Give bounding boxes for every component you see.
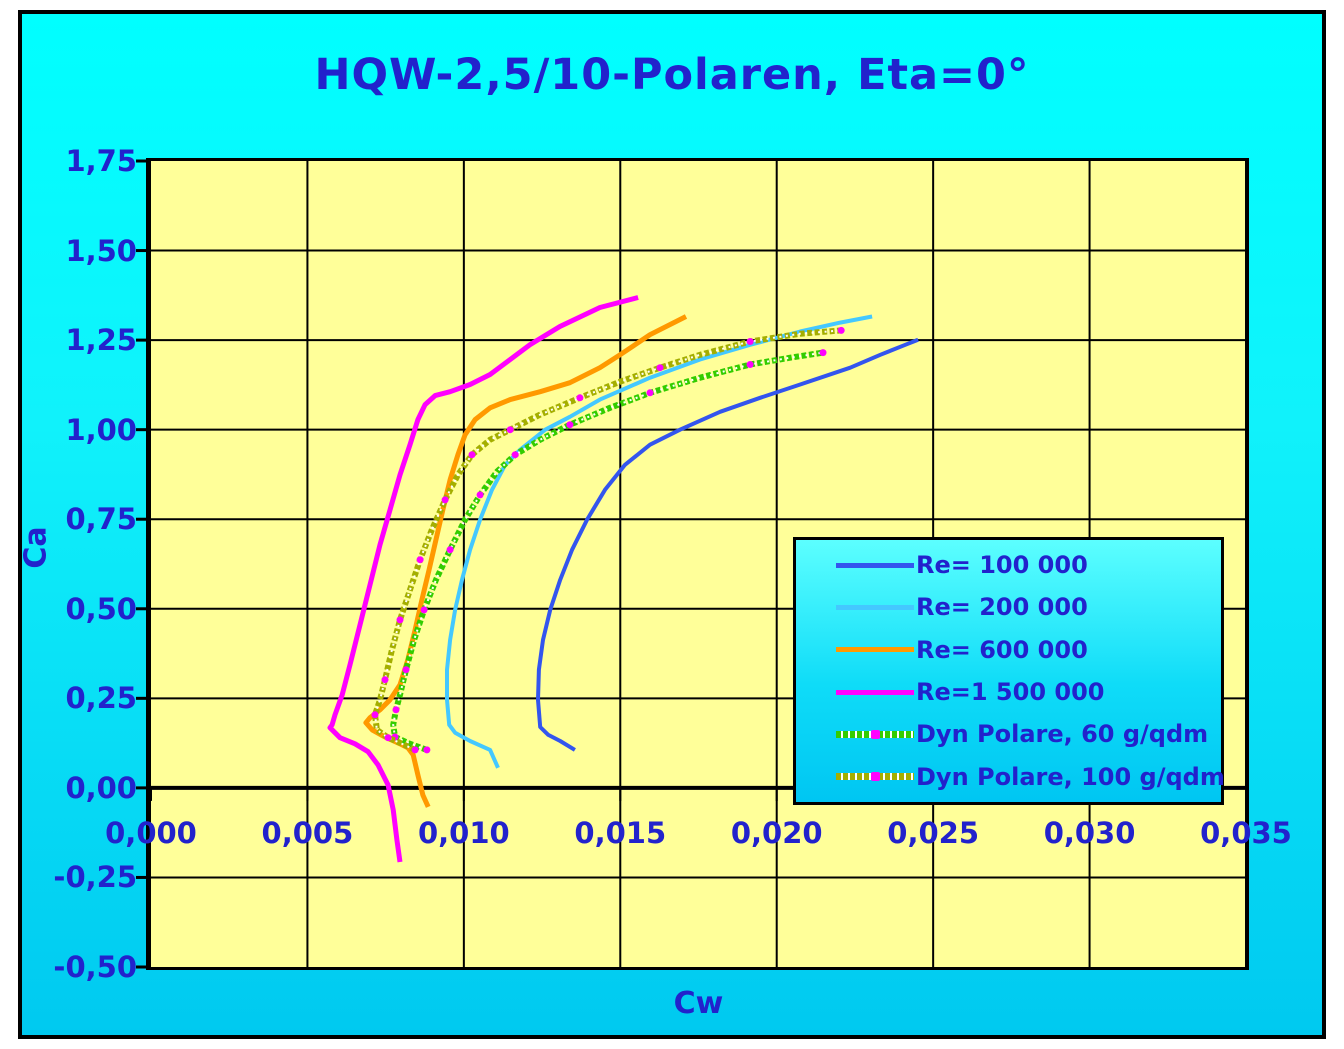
legend: Re= 100 000 Re= 200 000 Re= 600 000 Re=1 50… bbox=[793, 537, 1225, 805]
y-tick-label: 1,50 bbox=[65, 233, 137, 268]
legend-label: Re= 200 000 bbox=[916, 593, 1088, 622]
plot-layer bbox=[136, 159, 1247, 969]
series-line-re-1-500-000 bbox=[327, 295, 639, 863]
y-tick-label: -0,50 bbox=[53, 950, 137, 984]
legend-label: Re=1 500 000 bbox=[916, 678, 1105, 707]
legend-item: Dyn Polare, 60 g/qdm bbox=[796, 714, 1221, 754]
y-tick-label: -0,25 bbox=[53, 860, 137, 895]
series-line-dyn-polare-60-g-qdm-marker bbox=[423, 746, 431, 754]
series-line-dyn-polare-100-g-qdm-marker bbox=[384, 734, 392, 742]
y-tick-label: 0,25 bbox=[65, 681, 137, 716]
legend-item: Re= 100 000 bbox=[796, 545, 1221, 585]
legend-line bbox=[836, 689, 914, 695]
legend-swatch bbox=[836, 562, 914, 568]
x-tick-label: 0,025 bbox=[887, 815, 979, 850]
x-tick-label: 0,035 bbox=[1200, 815, 1292, 850]
series-line-dyn-polare-60-g-qdm-marker bbox=[746, 361, 754, 368]
y-tick-label: 1,75 bbox=[65, 144, 137, 178]
series-line-dyn-polare-100-g-qdm-marker bbox=[746, 338, 754, 345]
legend-label: Re= 600 000 bbox=[916, 635, 1088, 664]
y-tick-label: 0,75 bbox=[65, 502, 137, 537]
x-tick-label: 0,000 bbox=[105, 815, 197, 850]
series-line-dyn-polare-60-g-qdm-marker bbox=[392, 706, 400, 714]
series-line-dyn-polare-60-g-qdm-marker bbox=[402, 666, 410, 674]
series-line-dyn-polare-100-g-qdm-marker bbox=[468, 451, 476, 459]
legend-item: Dyn Polare, 100 g/qdm bbox=[796, 757, 1225, 797]
series-line-dyn-polare-100-g-qdm-marker bbox=[576, 394, 584, 402]
chart-canvas: HQW-2,5/10-Polaren, Eta=0° 1,75 1,50 1,25 1… bbox=[18, 10, 1326, 1039]
series-line-dyn-polare-60-g-qdm-marker bbox=[511, 451, 519, 459]
legend-line bbox=[836, 604, 914, 610]
legend-swatch bbox=[836, 647, 914, 653]
chart-title: HQW-2,5/10-Polaren, Eta=0° bbox=[314, 50, 1030, 100]
series-line-dyn-polare-60-g-qdm-marker bbox=[566, 421, 574, 429]
series-line-dyn-polare-60-g-qdm-marker bbox=[819, 349, 827, 357]
x-tick-label: 0,020 bbox=[730, 815, 823, 850]
series-line-dyn-polare-60-g-qdm-dots bbox=[392, 351, 824, 751]
legend-line bbox=[836, 647, 914, 653]
y-axis-title: Ca bbox=[18, 526, 54, 569]
series-line-dyn-polare-60-g-qdm-marker bbox=[420, 606, 428, 614]
legend-item: Re= 600 000 bbox=[796, 630, 1221, 670]
legend-swatch bbox=[836, 604, 914, 610]
legend-swatch bbox=[836, 772, 914, 782]
series-line-dyn-polare-100-g-qdm-marker bbox=[441, 496, 449, 504]
x-tick-label: 0,015 bbox=[574, 815, 667, 850]
legend-label: Dyn Polare, 100 g/qdm bbox=[916, 762, 1225, 791]
series-line-dyn-polare-60-g-qdm-marker bbox=[476, 491, 484, 499]
legend-swatch bbox=[836, 689, 914, 695]
series-line-dyn-polare-100-g-qdm-marker bbox=[371, 711, 379, 719]
y-tick-label: 1,25 bbox=[65, 323, 137, 358]
series-line-re-100-000 bbox=[536, 337, 919, 752]
series-line-dyn-polare-100-g-qdm-marker bbox=[506, 426, 514, 434]
series-line-dyn-polare-60-g-qdm-marker bbox=[646, 389, 654, 397]
legend-marker bbox=[870, 729, 880, 739]
legend-item: Re=1 500 000 bbox=[796, 672, 1221, 712]
y-tick-label: 0,50 bbox=[65, 591, 137, 626]
legend-line bbox=[836, 562, 914, 568]
x-tick-label: 0,030 bbox=[1043, 815, 1136, 850]
series-line-dyn-polare-100-g-qdm-marker bbox=[656, 364, 664, 372]
series-line-dyn-polare-100-g-qdm-marker bbox=[837, 326, 845, 334]
legend-label: Re= 100 000 bbox=[916, 551, 1088, 580]
x-tick-label: 0,005 bbox=[261, 815, 354, 850]
x-axis-title: Cw bbox=[673, 986, 724, 1021]
series-line-dyn-polare-100-g-qdm-marker bbox=[381, 676, 389, 684]
series-line-re-200-000 bbox=[445, 314, 873, 769]
series-line-dyn-polare-100-g-qdm-marker bbox=[416, 556, 424, 564]
legend-marker bbox=[870, 772, 880, 782]
legend-swatch bbox=[836, 729, 914, 739]
legend-label: Dyn Polare, 60 g/qdm bbox=[916, 720, 1209, 749]
series-line-dyn-polare-100-g-qdm-marker bbox=[411, 746, 419, 754]
series-line-dyn-polare-60-g-qdm-marker bbox=[446, 546, 454, 554]
legend-item: Re= 200 000 bbox=[796, 587, 1221, 627]
x-tick-label: 0,010 bbox=[417, 815, 510, 850]
series-line-dyn-polare-100-g-qdm-marker bbox=[396, 616, 404, 624]
series-line-dyn-polare-60-g-qdm bbox=[390, 349, 824, 753]
y-tick-label: 0,00 bbox=[65, 770, 137, 805]
y-tick-label: 1,00 bbox=[65, 412, 137, 447]
series-line-re-600-000 bbox=[363, 314, 688, 808]
